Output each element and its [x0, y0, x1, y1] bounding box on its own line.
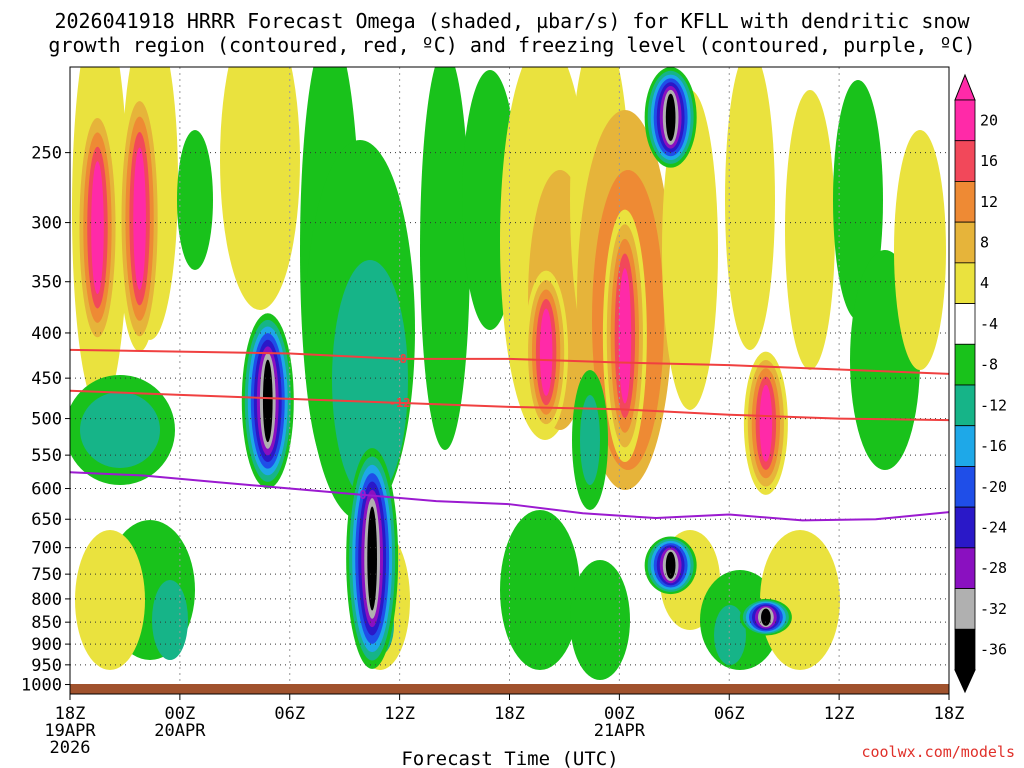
- chart-title-line-2: growth region (contoured, red, ºC) and f…: [48, 33, 975, 57]
- omega-cell-7: [644, 536, 697, 595]
- colorbar-swatch-3: [954, 221, 976, 264]
- colorbar-swatch-9: [954, 466, 976, 508]
- colorbar-swatch-1: [954, 140, 976, 182]
- y-tick-label-15: 1000: [21, 676, 62, 696]
- colorbar-top-arrow: [954, 73, 976, 101]
- contour-line-1: [70, 389, 949, 422]
- colorbar: 20 16 12 8 4 -4 -8 -12 -16 -20 -24 -28 -32 -36: [954, 73, 1007, 694]
- plot-area: -8 -12 0: [70, 67, 949, 694]
- contour-line-2: [70, 471, 949, 522]
- colorbar-swatch-10: [954, 506, 976, 549]
- y-tick-label-5: 500: [31, 410, 62, 430]
- contour-label-0: -8: [392, 352, 406, 366]
- contour-label-1: -12: [389, 396, 411, 410]
- contour-line-0: [70, 348, 949, 375]
- colorbar-label-13: -36: [980, 641, 1007, 659]
- omega-cell-4: [524, 270, 569, 434]
- colorbar-swatch-11: [954, 547, 976, 589]
- colorbar-swatch-7: [954, 384, 976, 427]
- omega-cell-1: [117, 85, 162, 352]
- y-tick-label-9: 700: [31, 539, 62, 559]
- colorbar-label-0: 20: [980, 111, 998, 129]
- colorbar-swatch-8: [954, 425, 976, 467]
- omega-cells: [75, 67, 792, 669]
- colorbar-bottom-arrow: [954, 669, 976, 694]
- grid-lines: [70, 67, 949, 694]
- x-tick-label-1-0: 00Z: [165, 704, 196, 724]
- x-tick-label-2-0: 06Z: [274, 704, 305, 724]
- colorbar-label-10: -24: [980, 519, 1007, 537]
- x-tick-label-3-0: 12Z: [384, 704, 415, 724]
- y-tick-label-10: 750: [31, 565, 62, 585]
- colorbar-label-2: 12: [980, 193, 998, 211]
- x-axis-label: Forecast Time (UTC): [401, 748, 618, 768]
- omega-cell-2: [241, 313, 294, 489]
- colorbar-label-6: -8: [980, 356, 998, 374]
- y-tick-label-8: 650: [31, 510, 62, 530]
- y-tick-label-2: 350: [31, 273, 62, 293]
- colorbar-label-4: 4: [980, 274, 989, 292]
- x-tick-label-5-1: 21APR: [594, 721, 646, 741]
- x-tick-label-0-1: 19APR: [44, 721, 96, 741]
- x-tick-label-4-0: 18Z: [494, 704, 525, 724]
- x-tick-label-6-0: 06Z: [714, 704, 745, 724]
- omega-cell-5: [602, 209, 647, 463]
- x-tick-label-1-1: 20APR: [154, 721, 206, 741]
- y-tick-label-3: 400: [31, 324, 62, 344]
- y-tick-label-6: 550: [31, 446, 62, 466]
- y-tick-label-12: 850: [31, 613, 62, 633]
- colorbar-label-11: -28: [980, 559, 1007, 577]
- colorbar-swatch-12: [954, 588, 976, 630]
- x-tick-label-0-0: 18Z: [55, 704, 86, 724]
- y-tick-label-14: 950: [31, 656, 62, 676]
- chart-title-line-1: 2026041918 HRRR Forecast Omega (shaded, …: [54, 9, 970, 33]
- omega-cell-9: [739, 598, 792, 636]
- omega-cell-0: [75, 103, 120, 352]
- credit-text: coolwx.com/models: [861, 743, 1015, 761]
- x-tick-label-7-0: 12Z: [824, 704, 855, 724]
- colorbar-swatch-2: [954, 181, 976, 223]
- colorbar-label-12: -32: [980, 600, 1007, 618]
- omega-shading: [70, 67, 946, 680]
- x-tick-label-5-0: 00Z: [604, 704, 635, 724]
- y-tick-label-1: 300: [31, 214, 62, 234]
- omega-cell-8: [743, 351, 788, 495]
- y-axis: 2503003504004505005506006507007508008509…: [21, 144, 70, 696]
- colorbar-swatch-5: [954, 303, 976, 345]
- colorbar-swatch-0: [954, 99, 976, 142]
- contour-label-2: 0: [359, 488, 366, 502]
- colorbar-swatch-6: [954, 343, 976, 386]
- y-tick-label-11: 800: [31, 590, 62, 610]
- omega-cell-6: [644, 67, 697, 168]
- omega-cell-3: [346, 448, 399, 669]
- contour-lines: -8 -12 0: [70, 348, 949, 522]
- colorbar-swatch-4: [954, 262, 976, 304]
- colorbar-swatch-13: [954, 628, 976, 671]
- x-tick-label-0-2: 2026: [50, 738, 91, 758]
- colorbar-label-1: 16: [980, 152, 998, 170]
- x-tick-label-8-0: 18Z: [934, 704, 965, 724]
- y-tick-label-13: 900: [31, 635, 62, 655]
- colorbar-label-8: -16: [980, 437, 1007, 455]
- ground-surface-bar: [70, 684, 949, 694]
- colorbar-label-5: -4: [980, 315, 998, 333]
- colorbar-label-9: -20: [980, 478, 1007, 496]
- colorbar-label-7: -12: [980, 396, 1007, 414]
- y-tick-label-0: 250: [31, 144, 62, 164]
- y-tick-label-7: 600: [31, 480, 62, 500]
- colorbar-label-3: 8: [980, 234, 989, 252]
- y-tick-label-4: 450: [31, 369, 62, 389]
